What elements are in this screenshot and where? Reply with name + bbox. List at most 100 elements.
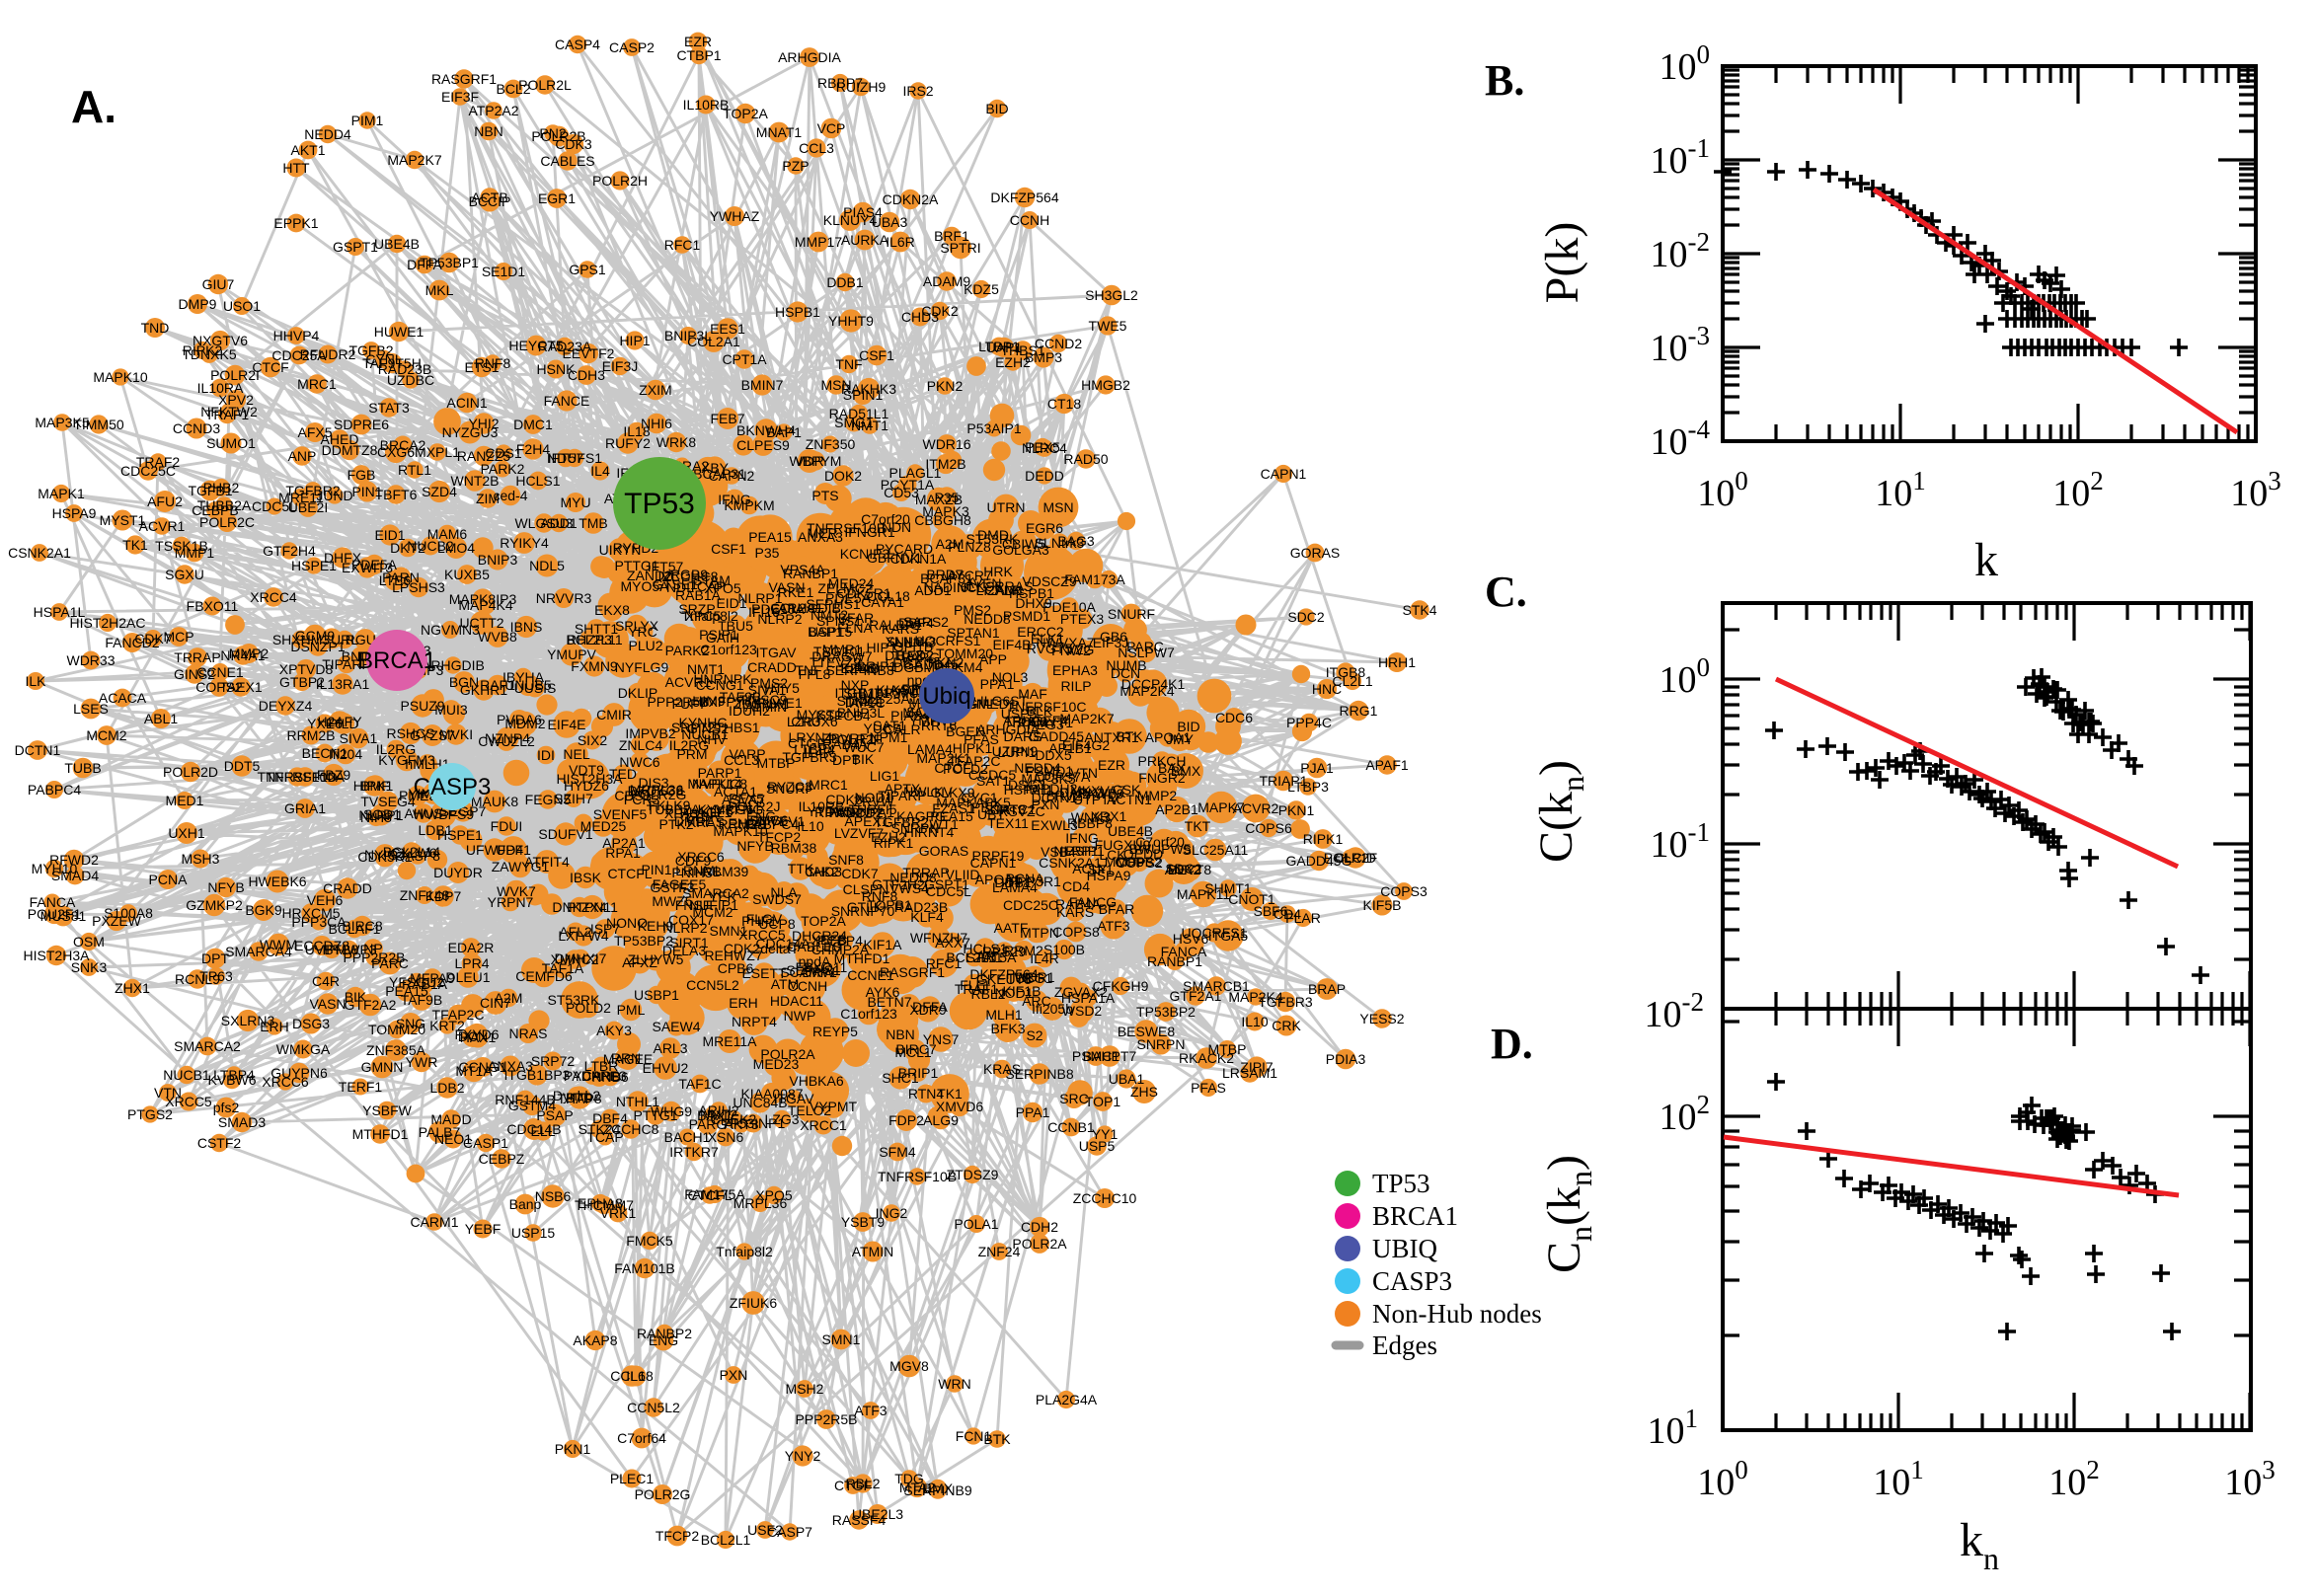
svg-text:SMAD3: SMAD3: [218, 1114, 266, 1130]
svg-text:EPPK1: EPPK1: [273, 215, 318, 231]
svg-text:DEDD: DEDD: [1025, 468, 1064, 484]
svg-text:PZP: PZP: [782, 158, 809, 174]
svg-text:ATF3: ATF3: [854, 1403, 887, 1418]
svg-text:CAPN1: CAPN1: [1261, 466, 1307, 482]
svg-text:MUI3: MUI3: [434, 702, 468, 718]
svg-text:SDPRE6: SDPRE6: [334, 417, 389, 432]
svg-text:HHVP4: HHVP4: [273, 328, 320, 343]
svg-text:PDIA3: PDIA3: [1326, 1051, 1366, 1067]
svg-text:IL6: IL6: [626, 1368, 646, 1384]
svg-text:EID1: EID1: [374, 527, 405, 543]
svg-text:ETS1: ETS1: [464, 359, 499, 375]
svg-text:EZR: EZR: [1098, 757, 1125, 773]
svg-text:HUWE1: HUWE1: [374, 324, 425, 340]
svg-text:USO1: USO1: [223, 298, 261, 314]
svg-text:BEYT8: BEYT8: [1168, 862, 1212, 877]
svg-text:ILK: ILK: [25, 673, 46, 689]
svg-text:XRCC6: XRCC6: [262, 1074, 309, 1090]
svg-text:CDF9: CDF9: [675, 853, 712, 869]
svg-text:YNY2: YNY2: [785, 1448, 821, 1464]
svg-text:MAP2K4: MAP2K4: [1228, 989, 1282, 1005]
svg-text:NLRP1: NLRP1: [358, 807, 403, 823]
svg-text:pfs2: pfs2: [213, 1100, 240, 1115]
svg-text:SAT1: SAT1: [976, 773, 1010, 789]
svg-text:Banp: Banp: [509, 1196, 542, 1212]
svg-text:KIF5B: KIF5B: [1363, 897, 1402, 913]
svg-text:SHMT1: SHMT1: [1204, 880, 1252, 896]
svg-text:CD53: CD53: [884, 485, 919, 500]
svg-text:POLR2G: POLR2G: [635, 1486, 691, 1502]
svg-text:BRAP: BRAP: [1308, 981, 1346, 997]
svg-text:KMPKM: KMPKM: [724, 497, 774, 513]
svg-text:AKAP8: AKAP8: [573, 1332, 617, 1348]
svg-text:GSTM4: GSTM4: [508, 1098, 556, 1113]
svg-text:POLR2D: POLR2D: [163, 764, 218, 780]
svg-text:COPB2: COPB2: [1115, 854, 1162, 870]
svg-text:TAF1C: TAF1C: [678, 1076, 721, 1092]
svg-text:XRCC4: XRCC4: [250, 589, 297, 605]
svg-text:MRE11A: MRE11A: [703, 1033, 758, 1049]
svg-text:EIF4B: EIF4B: [993, 637, 1032, 652]
svg-text:IRTKR7: IRTKR7: [669, 1144, 719, 1160]
svg-text:IL4: IL4: [590, 463, 610, 479]
svg-text:P53AIP1: P53AIP1: [966, 420, 1021, 436]
svg-text:HSPE1: HSPE1: [291, 558, 337, 573]
svg-text:CPT1A: CPT1A: [722, 351, 767, 367]
svg-text:GB6: GB6: [1100, 629, 1127, 645]
svg-text:KRAS: KRAS: [983, 1061, 1021, 1077]
svg-text:CBBGH8: CBBGH8: [914, 512, 971, 528]
svg-text:FDUI: FDUI: [491, 818, 523, 834]
svg-text:C(kn): C(kn): [1530, 760, 1590, 863]
svg-text:CRADD: CRADD: [323, 880, 372, 896]
svg-text:NWLKV: NWLKV: [903, 784, 953, 799]
svg-text:CL2L1: CL2L1: [1332, 673, 1372, 689]
svg-text:BTK: BTK: [983, 1431, 1011, 1447]
svg-text:SDUFV1: SDUFV1: [538, 826, 592, 842]
svg-text:BIK: BIK: [345, 989, 367, 1005]
svg-text:PKN1: PKN1: [1278, 802, 1315, 818]
svg-text:GORAS: GORAS: [919, 843, 969, 859]
svg-text:PDE5A: PDE5A: [351, 557, 398, 572]
svg-text:ABL1: ABL1: [144, 711, 178, 726]
svg-text:NSLPW7: NSLPW7: [1118, 645, 1175, 660]
svg-text:SMARCA4: SMARCA4: [225, 944, 292, 959]
svg-text:SNF8: SNF8: [828, 852, 864, 868]
svg-text:RANBP1: RANBP1: [1147, 953, 1202, 969]
svg-text:FCR3: FCR3: [624, 792, 660, 807]
svg-text:ZAWYG1: ZAWYG1: [492, 859, 550, 874]
svg-text:BGK9: BGK9: [245, 902, 282, 918]
svg-text:MGV8: MGV8: [889, 1358, 929, 1374]
svg-text:PABPC4: PABPC4: [28, 782, 81, 798]
svg-text:UNUB5: UNUB5: [504, 677, 552, 693]
svg-text:KZB6: KZB6: [840, 660, 875, 676]
svg-text:FLAR: FLAR: [1285, 910, 1321, 926]
svg-text:STAT3: STAT3: [368, 400, 410, 416]
svg-text:EZR: EZR: [684, 34, 712, 49]
svg-text:SNURF: SNURF: [766, 781, 813, 797]
svg-text:MER: MER: [807, 525, 837, 541]
svg-text:ZNF148: ZNF148: [400, 887, 450, 903]
svg-text:ISP7: ISP7: [590, 921, 621, 937]
svg-text:FBXO11: FBXO11: [187, 598, 239, 614]
svg-text:ACACA: ACACA: [99, 690, 147, 706]
svg-text:ERH: ERH: [260, 1019, 289, 1034]
svg-text:NEDD8: NEDD8: [889, 870, 937, 885]
svg-text:PRM: PRM: [676, 746, 707, 762]
svg-text:UTRN: UTRN: [987, 499, 1026, 515]
svg-text:ZFIUK6: ZFIUK6: [730, 1295, 777, 1311]
svg-text:ZCCHC8: ZCCHC8: [603, 1121, 659, 1137]
svg-text:CT18: CT18: [1047, 396, 1081, 412]
svg-text:TP63: TP63: [199, 968, 233, 984]
svg-text:EZH2: EZH2: [995, 354, 1031, 370]
svg-text:CSF1: CSF1: [711, 541, 746, 557]
svg-text:NUCB1: NUCB1: [163, 1067, 210, 1083]
svg-text:SH3GL2: SH3GL2: [1085, 287, 1138, 303]
svg-text:ARL3: ARL3: [653, 1040, 687, 1056]
svg-text:USBP1: USBP1: [634, 987, 679, 1003]
svg-text:AP2B1: AP2B1: [1155, 801, 1198, 817]
svg-text:C7orf64: C7orf64: [617, 1430, 666, 1446]
svg-text:RASGRF1: RASGRF1: [431, 71, 497, 87]
svg-text:BFAR: BFAR: [1099, 901, 1135, 917]
svg-text:NEDD4: NEDD4: [304, 126, 351, 142]
svg-text:CSF1: CSF1: [859, 347, 894, 363]
